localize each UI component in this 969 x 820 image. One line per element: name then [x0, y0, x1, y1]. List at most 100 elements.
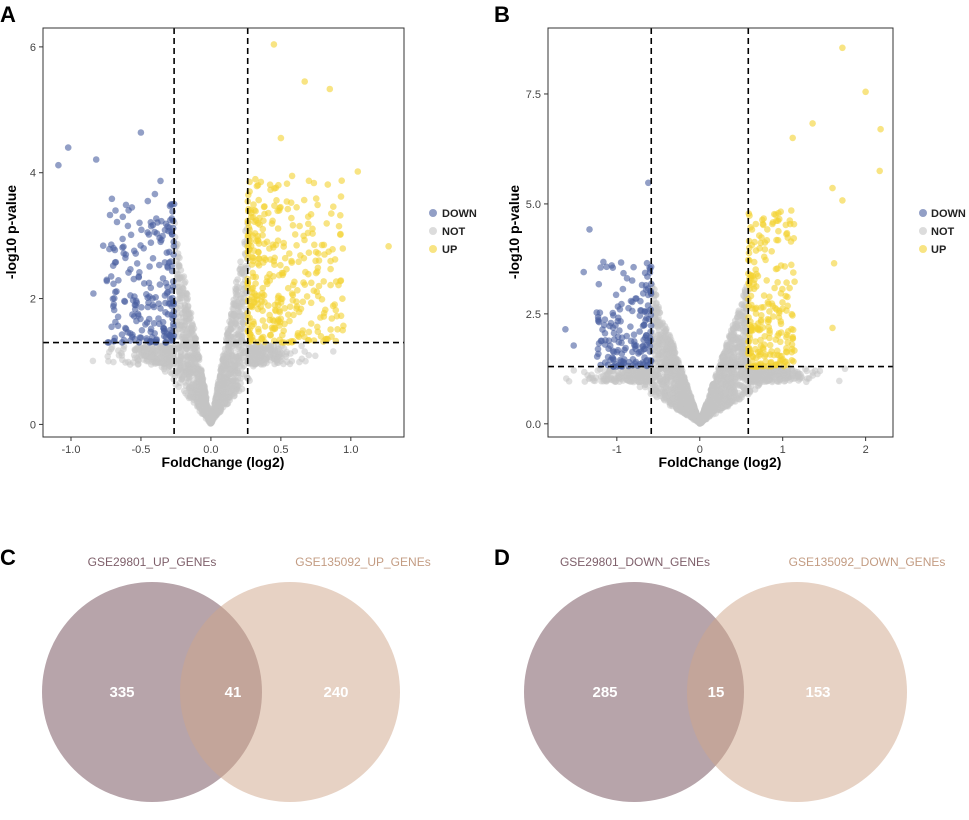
- scatter-point-down: [610, 312, 617, 319]
- scatter-point-down: [647, 311, 655, 319]
- scatter-point-up: [782, 221, 790, 229]
- scatter-point-not: [730, 394, 737, 401]
- scatter-point-down: [632, 295, 639, 302]
- scatter-point-up: [315, 282, 323, 290]
- scatter-point-up: [784, 302, 791, 310]
- scatter-point-not: [175, 383, 182, 391]
- scatter-point-down: [147, 222, 155, 230]
- scatter-point-up: [300, 196, 308, 204]
- scatter-point-up: [774, 279, 781, 286]
- scatter-point-up: [277, 134, 285, 142]
- scatter-point-not: [232, 320, 240, 327]
- scatter-point-not: [301, 348, 309, 355]
- scatter-point-not: [250, 362, 257, 370]
- scatter-point-up: [266, 181, 274, 188]
- legend-swatch-up-a: [429, 245, 437, 253]
- scatter-point-up: [305, 328, 313, 336]
- scatter-point-up: [289, 281, 297, 289]
- scatter-point-up: [327, 257, 334, 265]
- scatter-point-not: [135, 357, 142, 364]
- scatter-point-not: [660, 358, 667, 365]
- scatter-point-not: [201, 389, 209, 396]
- scatter-point-not: [140, 347, 148, 355]
- scatter-point-not: [192, 344, 199, 352]
- scatter-point-down: [92, 156, 100, 163]
- scatter-point-up: [284, 284, 292, 292]
- scatter-point-up: [260, 292, 268, 299]
- scatter-point-up: [751, 276, 758, 284]
- scatter-point-down: [617, 259, 625, 266]
- scatter-point-up: [252, 207, 259, 215]
- scatter-point-down: [641, 354, 648, 361]
- scatter-point-down: [603, 263, 610, 271]
- scatter-point-down: [138, 304, 145, 311]
- scatter-point-down: [153, 230, 161, 237]
- scatter-point-not: [267, 342, 275, 350]
- scatter-point-down: [113, 288, 120, 295]
- scatter-point-not: [733, 381, 741, 389]
- scatter-point-not: [234, 291, 241, 299]
- scatter-point-not: [227, 326, 234, 333]
- scatter-point-up: [783, 348, 791, 356]
- scatter-point-up: [288, 290, 296, 297]
- scatter-point-not: [235, 352, 242, 360]
- scatter-point-down: [628, 277, 636, 284]
- scatter-point-up: [309, 225, 316, 233]
- scatter-point-not: [610, 368, 617, 376]
- scatter-point-up: [263, 238, 271, 246]
- scatter-point-down: [639, 322, 647, 330]
- scatter-point-not: [231, 311, 238, 319]
- scatter-point-not: [703, 411, 710, 418]
- scatter-point-not: [687, 395, 694, 403]
- scatter-point-down: [149, 295, 156, 302]
- scatter-point-up: [760, 215, 767, 222]
- scatter-point-up: [779, 305, 786, 313]
- scatter-point-down: [595, 280, 603, 288]
- scatter-point-up: [788, 341, 796, 348]
- scatter-point-down: [618, 300, 625, 308]
- scatter-point-not: [205, 407, 212, 414]
- scatter-point-not: [816, 367, 824, 375]
- scatter-point-up: [260, 259, 267, 266]
- scatter-point-down: [639, 290, 647, 297]
- scatter-point-up: [748, 327, 755, 334]
- scatter-point-not: [175, 288, 183, 296]
- scatter-point-up: [272, 241, 280, 249]
- scatter-point-down: [147, 338, 154, 345]
- y-tick-label: 2: [30, 294, 36, 306]
- scatter-point-down: [622, 344, 629, 352]
- scatter-point-not: [728, 380, 735, 388]
- scatter-point-up: [339, 245, 347, 252]
- scatter-point-up: [265, 302, 272, 309]
- scatter-point-up: [258, 298, 265, 305]
- scatter-point-not: [196, 404, 204, 412]
- scatter-point-not: [234, 382, 242, 390]
- scatter-point-not: [669, 340, 677, 347]
- scatter-point-up: [385, 243, 392, 250]
- scatter-point-up: [747, 292, 755, 300]
- scatter-point-up: [307, 299, 315, 307]
- scatter-point-down: [128, 204, 136, 211]
- scatter-point-up: [773, 306, 780, 313]
- scatter-point-not: [565, 378, 573, 385]
- x-tick-label: 0.0: [203, 444, 218, 456]
- scatter-point-not: [664, 386, 672, 393]
- scatter-point-not: [197, 383, 204, 391]
- panel-letter-b: B: [494, 2, 510, 27]
- scatter-point-down: [159, 318, 167, 326]
- scatter-point-not: [650, 381, 658, 389]
- scatter-point-not: [195, 374, 203, 382]
- scatter-point-not: [726, 360, 734, 368]
- scatter-point-down: [631, 341, 638, 349]
- scatter-point-up: [745, 314, 752, 321]
- scatter-point-not: [214, 384, 222, 392]
- scatter-point-down: [132, 301, 139, 309]
- scatter-point-not: [181, 307, 189, 314]
- scatter-point-not: [286, 360, 294, 368]
- scatter-point-not: [238, 270, 245, 277]
- scatter-point-down: [610, 356, 617, 364]
- scatter-point-not: [709, 407, 717, 414]
- scatter-point-up: [305, 177, 313, 185]
- scatter-point-down: [630, 263, 637, 271]
